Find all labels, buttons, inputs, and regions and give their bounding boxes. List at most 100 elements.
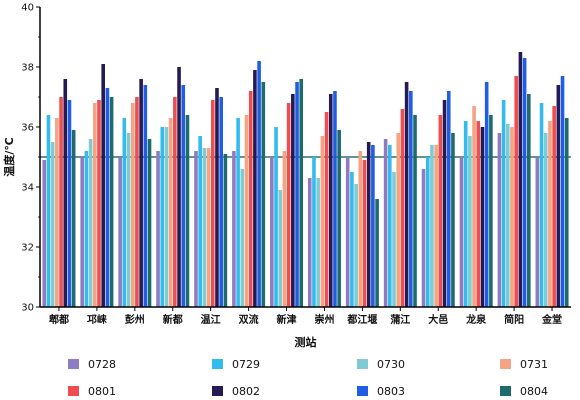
bar-0730-11	[468, 136, 472, 307]
bar-0728-1	[80, 157, 84, 307]
legend-label-0731: 0731	[520, 358, 548, 371]
bar-0803-13	[560, 76, 565, 307]
bar-0804-2	[147, 139, 152, 307]
bar-0731-10	[434, 145, 438, 307]
bar-0803-8	[371, 145, 375, 307]
bar-0804-10	[451, 133, 455, 307]
bar-0729-3	[160, 127, 165, 307]
x-tick-label: 邛崃	[87, 313, 107, 326]
bar-0730-10	[430, 145, 434, 307]
legend-label-0801: 0801	[88, 385, 116, 398]
bar-0731-13	[548, 121, 552, 307]
bar-0803-2	[143, 85, 148, 307]
bar-0802-8	[366, 142, 371, 307]
bar-0729-13	[539, 103, 544, 307]
bar-0804-4	[223, 154, 228, 307]
x-tick-label: 龙泉	[465, 313, 487, 326]
bar-0803-11	[484, 82, 489, 307]
bar-0731-2	[130, 103, 135, 307]
bar-0728-11	[459, 157, 464, 307]
x-tick-label: 崇州	[314, 313, 334, 326]
bar-0803-6	[295, 82, 299, 307]
bar-0801-5	[248, 91, 253, 307]
bar-0728-13	[535, 157, 540, 307]
x-tick-label: 金堂	[541, 313, 562, 326]
legend-label-0803: 0803	[377, 385, 405, 398]
bar-0729-9	[388, 145, 392, 307]
bar-0801-4	[210, 100, 215, 307]
bar-0728-6	[270, 157, 274, 307]
legend-label-0804: 0804	[520, 385, 548, 398]
bar-0802-13	[556, 85, 561, 307]
bar-0801-0	[59, 97, 63, 307]
x-tick-label: 大邑	[428, 313, 448, 326]
bar-0731-7	[320, 136, 325, 307]
bar-0728-3	[156, 151, 160, 307]
bar-0728-0	[42, 160, 47, 307]
bar-0801-10	[438, 115, 443, 307]
legend-swatch-0729	[212, 359, 223, 369]
bar-0802-4	[215, 88, 219, 307]
y-axis-title: 温度/℃	[2, 137, 16, 176]
bar-0802-11	[480, 127, 485, 307]
bar-0728-12	[497, 133, 502, 307]
bar-0730-3	[164, 127, 169, 307]
legend-label-0729: 0729	[232, 358, 260, 371]
x-axis-title: 测站	[295, 335, 317, 349]
bar-0728-9	[383, 139, 388, 307]
y-tick-label: 30	[21, 303, 34, 314]
axes-layer: 郫都 邛崃 彭州 新都 温江 双流 新津 崇州 都江堰 蒲江 大邑 龙泉 简阳 金堂 30 32 34 36 38 4…	[21, 3, 571, 326]
bar-0801-7	[324, 112, 329, 307]
bar-0801-8	[362, 160, 367, 307]
bar-0803-5	[257, 61, 261, 307]
bar-0729-1	[84, 151, 89, 307]
bar-0730-1	[88, 139, 93, 307]
bar-0729-12	[501, 100, 506, 307]
bar-0802-0	[63, 79, 68, 307]
bar-0730-12	[506, 124, 510, 307]
y-tick-label: 38	[21, 63, 34, 74]
bar-0730-4	[202, 148, 207, 307]
bar-0801-13	[552, 106, 556, 307]
bar-0728-7	[307, 178, 312, 307]
legend-swatch-0731	[500, 359, 511, 369]
bar-0802-12	[518, 52, 523, 307]
x-tick-label: 简阳	[504, 313, 524, 326]
y-tick-label: 34	[21, 183, 34, 194]
bar-0804-7	[337, 130, 341, 307]
bar-0804-1	[109, 97, 114, 307]
legend-swatch-0804	[500, 386, 511, 396]
bar-0729-11	[463, 121, 468, 307]
legend-swatch-0801	[68, 386, 79, 396]
bar-0802-9	[404, 82, 409, 307]
bar-0803-10	[446, 91, 451, 307]
legend: 0728 0729 0730 0731 0801 0802 0803 0804	[68, 358, 548, 398]
bar-0802-10	[442, 100, 447, 307]
bar-0730-0	[50, 142, 55, 307]
bar-0804-3	[185, 115, 190, 307]
x-tick-label: 双流	[239, 313, 259, 326]
x-tick-label: 蒲江	[390, 313, 410, 326]
bar-0728-10	[421, 169, 426, 307]
y-tick-label: 32	[21, 243, 34, 254]
bar-0729-5	[236, 118, 240, 307]
bar-0729-0	[46, 115, 51, 307]
legend-label-0802: 0802	[232, 385, 260, 398]
bar-0804-6	[299, 79, 304, 307]
bar-0803-1	[105, 88, 110, 307]
legend-swatch-0730	[357, 359, 368, 369]
bar-0729-8	[350, 172, 354, 307]
bar-0801-12	[514, 76, 519, 307]
legend-swatch-0728	[68, 359, 79, 369]
x-tick-label: 新津	[277, 313, 297, 326]
bar-0803-7	[333, 91, 337, 307]
bar-0802-1	[101, 64, 105, 307]
bar-0730-7	[316, 178, 320, 307]
bar-0729-4	[198, 136, 202, 307]
bar-0803-12	[522, 58, 527, 307]
bar-0802-6	[291, 94, 295, 307]
bar-0731-11	[472, 106, 476, 307]
bar-0803-0	[67, 100, 72, 307]
bar-0729-2	[122, 118, 127, 307]
